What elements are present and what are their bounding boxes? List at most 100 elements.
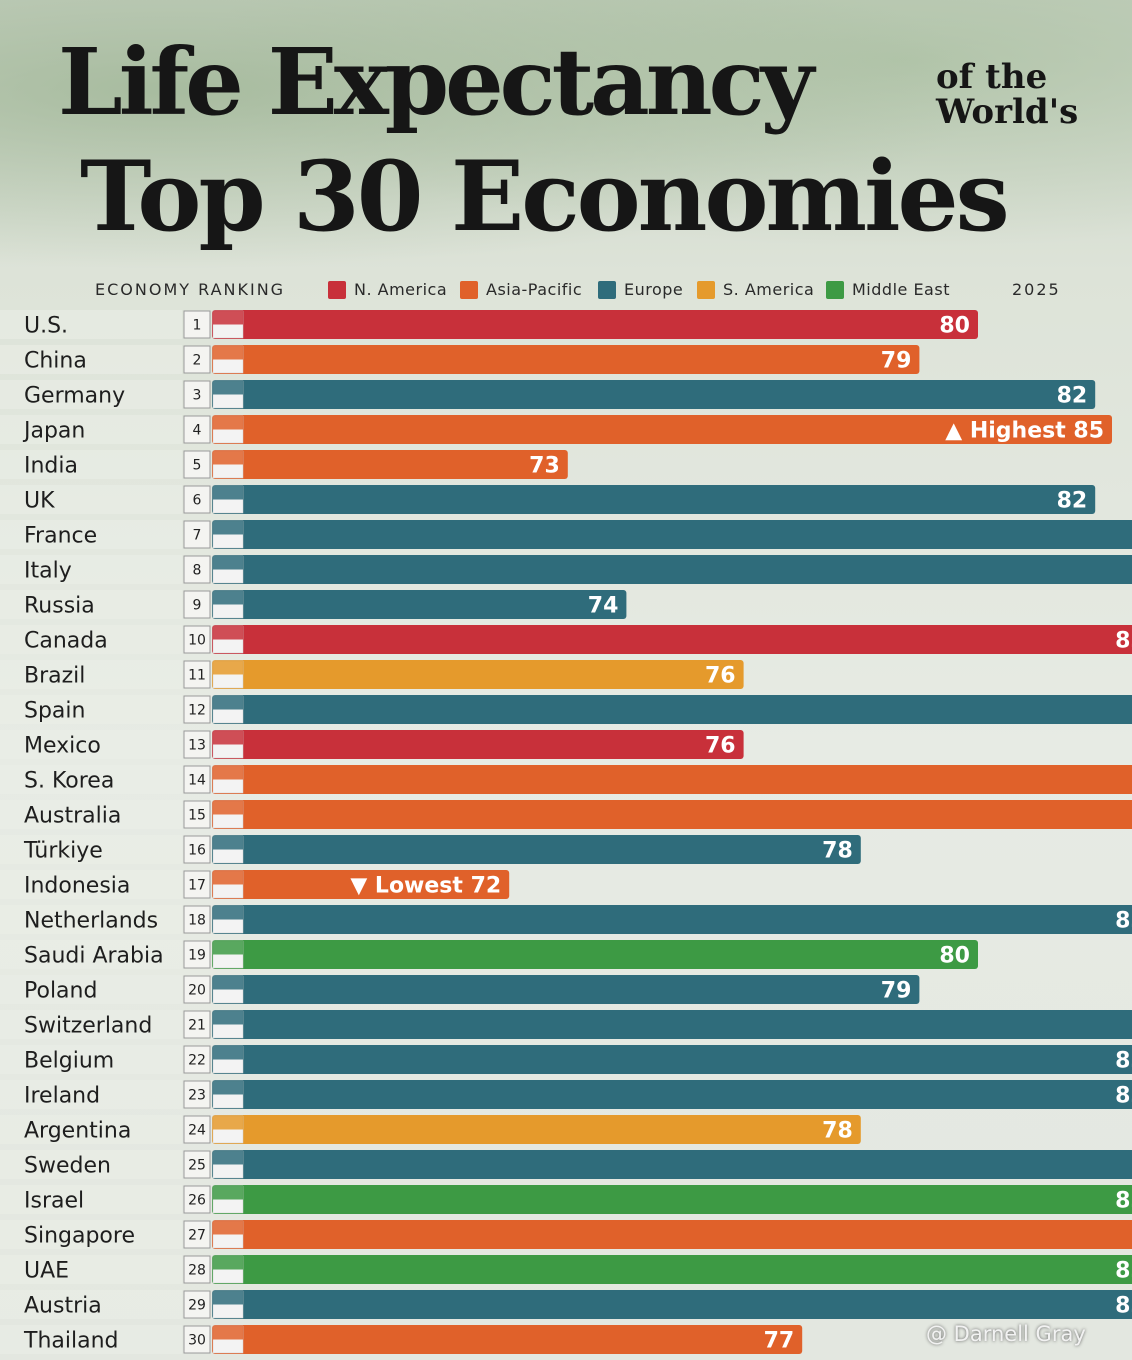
flag-stripe [213, 1116, 243, 1130]
flag-stripe [213, 381, 243, 395]
rank-box [183, 800, 211, 829]
flag-stripe [213, 451, 243, 465]
country-band [0, 380, 182, 409]
flag-stripe [213, 521, 243, 535]
title-line2: Top 30 Economies [80, 140, 1010, 253]
flag-stripe [213, 976, 243, 990]
legend-item-europe: Europe [598, 280, 683, 299]
bar [212, 1045, 1132, 1074]
flag-stripe [213, 661, 243, 675]
rank-box [183, 520, 211, 549]
flag-stripe [213, 1046, 243, 1060]
rank-box [183, 660, 211, 689]
rank-label: 10 [188, 633, 206, 649]
bar [212, 1220, 1132, 1249]
country-label: Mexico [24, 734, 101, 759]
country-band [0, 940, 182, 969]
country-label: Brazil [24, 664, 85, 689]
legend-item-asia-pacific: Asia-Pacific [460, 280, 582, 299]
rank-label: 13 [188, 738, 206, 754]
country-band [0, 905, 182, 934]
rank-box [183, 590, 211, 619]
rank-box [183, 345, 211, 374]
rank-label: 18 [188, 913, 206, 929]
country-label: Belgium [24, 1049, 114, 1074]
value-label: 83 [1115, 1294, 1132, 1319]
value-label: 80 [939, 944, 970, 969]
value-label: 78 [822, 1119, 853, 1144]
flag-stripe [213, 1151, 243, 1165]
country-band [0, 625, 182, 654]
country-label: Sweden [24, 1154, 111, 1179]
bar [212, 1255, 1132, 1284]
country-label: China [24, 349, 87, 374]
bar [212, 730, 744, 759]
value-label: ▼ Lowest 72 [350, 874, 501, 899]
flag-stripe [213, 1221, 243, 1235]
bar [212, 415, 1112, 444]
country-band [0, 1185, 182, 1214]
bar [212, 835, 861, 864]
rank-label: 12 [188, 703, 206, 719]
value-label: 80 [939, 314, 970, 339]
flag-stripe [213, 731, 243, 745]
flag-stripe [213, 311, 243, 325]
country-band [0, 1325, 182, 1354]
country-band [0, 450, 182, 479]
country-band [0, 1255, 182, 1284]
rank-label: 11 [188, 668, 206, 684]
legend-swatch [598, 280, 616, 299]
rank-label: 27 [188, 1228, 206, 1244]
flag-stripe [213, 1326, 243, 1340]
country-band [0, 870, 182, 899]
country-band [0, 485, 182, 514]
rank-box [183, 1045, 211, 1074]
bar [212, 380, 1096, 409]
rank-box [183, 1255, 211, 1284]
country-label: Israel [24, 1189, 84, 1214]
flag-stripe [213, 416, 243, 430]
bar [212, 520, 1132, 549]
legend-item-n-america: N. America [328, 280, 447, 299]
country-label: Austria [24, 1294, 102, 1319]
rank-label: 30 [188, 1333, 206, 1349]
rank-label: 4 [193, 423, 202, 439]
flag-stripe [213, 486, 243, 500]
legend-swatch [826, 280, 844, 299]
legend-item-s-america: S. America [697, 280, 814, 299]
legend-swatch [697, 280, 715, 299]
country-label: Poland [24, 979, 97, 1004]
rank-box [183, 1150, 211, 1179]
rank-box [183, 975, 211, 1004]
title-main: Life Expectancy [58, 28, 814, 136]
country-label: Ireland [24, 1084, 100, 1109]
flag-stripe [213, 1081, 243, 1095]
bar [212, 1325, 803, 1354]
ranking-label: ECONOMY RANKING [95, 280, 286, 299]
bar [212, 1185, 1132, 1214]
value-label: 82 [1057, 489, 1088, 514]
country-band [0, 1010, 182, 1039]
rank-label: 15 [188, 808, 206, 824]
rank-box [183, 1325, 211, 1354]
bar [212, 1010, 1132, 1039]
country-label: Saudi Arabia [24, 944, 164, 969]
bar [212, 625, 1132, 654]
flag-stripe [213, 906, 243, 920]
country-band [0, 1220, 182, 1249]
year-label: 2025 [1012, 280, 1061, 299]
bar [212, 1115, 861, 1144]
country-label: Japan [22, 419, 85, 444]
flag-stripe [213, 766, 243, 780]
rank-box [183, 1185, 211, 1214]
country-band [0, 730, 182, 759]
rank-label: 28 [188, 1263, 206, 1279]
rank-box [183, 485, 211, 514]
rank-label: 3 [193, 388, 202, 404]
legend-row: ECONOMY RANKING N. America Asia-Pacific … [0, 280, 1132, 302]
country-band [0, 1045, 182, 1074]
value-label: ▲ Highest 85 [945, 419, 1104, 444]
country-label: UAE [24, 1259, 69, 1284]
flag-stripe [213, 696, 243, 710]
